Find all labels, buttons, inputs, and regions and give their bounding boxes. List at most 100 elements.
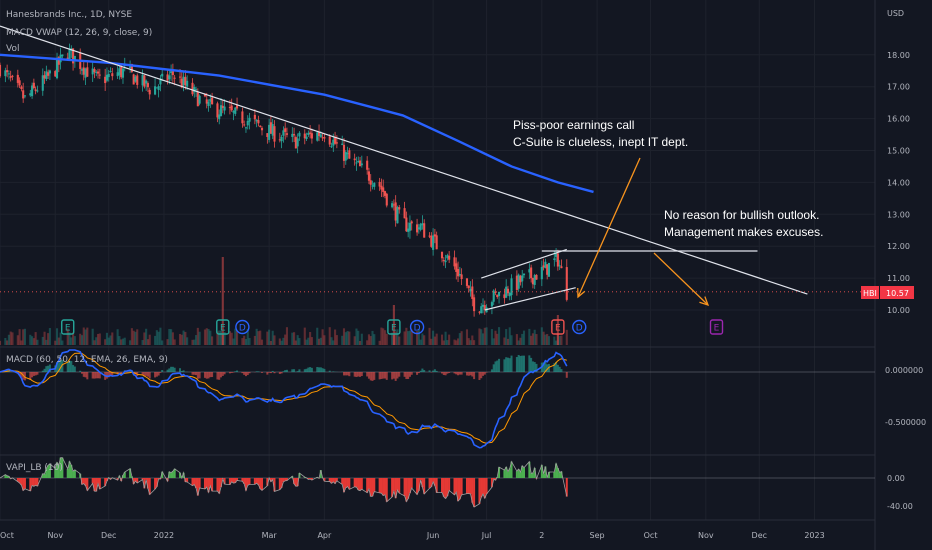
candle-body: [18, 80, 21, 86]
vapi-bar: [328, 478, 331, 482]
candle-body: [145, 80, 148, 84]
candle-body: [341, 143, 344, 145]
candle-body: [207, 102, 210, 106]
candle-body: [168, 75, 171, 80]
candle-body: [132, 74, 135, 85]
volume-bar: [70, 337, 73, 345]
vapi-bar: [216, 478, 219, 492]
macd-histogram-bar: [93, 372, 96, 379]
volume-bar: [48, 328, 51, 345]
candle-body: [417, 227, 420, 230]
vapi-bar: [483, 478, 486, 499]
macd-vwap-legend[interactable]: MACD VWAP (12, 26, 9, close, 9): [6, 28, 152, 38]
vapi-bar: [392, 478, 395, 492]
macd-histogram-bar: [318, 367, 321, 372]
candle-body: [394, 202, 397, 221]
vapi-bar: [196, 478, 199, 496]
volume-bar: [80, 335, 84, 345]
time-axis[interactable]: Oct Nov Dec 2022 Mar Apr Jun Jul 2 Sep Oct Nov Dec 20…: [0, 531, 825, 540]
macd-histogram-bar: [203, 372, 206, 378]
vapi-bar: [394, 478, 397, 499]
vapi-bar: [148, 478, 151, 495]
vapi-bar: [398, 478, 401, 494]
macd-histogram-bar: [257, 371, 260, 372]
candle-body: [490, 302, 493, 307]
price-axis[interactable]: 18.00 17.00 16.00 15.00 14.00 13.00 12.00 11.00…: [885, 51, 926, 511]
vapi-bar: [45, 468, 48, 478]
vapi-bar: [91, 478, 94, 484]
last-price-text: 10.57: [886, 289, 909, 298]
macd-histogram-bar: [244, 372, 247, 377]
candle-body: [209, 99, 212, 102]
volume-legend[interactable]: Vol: [6, 44, 19, 54]
vapi-bar: [59, 457, 62, 478]
candle-body: [16, 74, 19, 83]
macd-tick-label: 0.000000: [885, 366, 923, 375]
macd-histogram-bar: [161, 369, 164, 372]
volume-bar: [471, 335, 474, 345]
macd-histogram-bar: [542, 362, 545, 372]
vapi-bar: [68, 461, 71, 478]
vapi-bar: [4, 474, 7, 478]
volume-bar: [232, 338, 235, 345]
macd-histogram-bar: [410, 372, 413, 375]
macd-histogram-bar: [485, 372, 488, 373]
time-tick-label: Sep: [590, 531, 605, 540]
volume-bar: [303, 327, 306, 345]
vapi-bar: [558, 472, 561, 478]
candle-body: [161, 73, 164, 77]
candle-body: [170, 71, 173, 73]
volume-bar: [207, 329, 210, 345]
vapi-bar: [120, 478, 123, 481]
candle-body: [269, 122, 272, 134]
macd-histogram-bar: [309, 367, 312, 372]
price-tick-label: 13.00: [887, 210, 910, 219]
candle-body: [120, 66, 123, 78]
vapi-bar: [294, 478, 297, 487]
macd-legend[interactable]: MACD (60, 50, 12, EMA, 26, EMA, 9): [6, 355, 168, 365]
annotation-arrow-earnings: [577, 157, 641, 298]
macd-histogram-bar: [246, 372, 249, 376]
vapi-bar: [423, 478, 426, 494]
candle-body: [442, 260, 445, 262]
candle-body: [469, 288, 472, 292]
candle-body: [203, 94, 207, 97]
candle-body: [310, 133, 313, 139]
event-marker-letter: D: [414, 324, 421, 334]
macd-histogram-bar: [523, 355, 526, 372]
volume-bar: [186, 337, 189, 345]
candle-body: [321, 137, 324, 139]
volume-bar: [408, 330, 411, 345]
volume-bar: [191, 339, 194, 345]
volume-spike-bar: [392, 305, 395, 345]
volume-bar: [34, 332, 37, 345]
macd-histogram-bar: [243, 372, 246, 375]
price-tick-label: 12.00: [887, 242, 910, 251]
candle-body: [95, 71, 98, 73]
vapi-bar: [323, 478, 326, 482]
vapi-bar: [273, 478, 276, 492]
candle-body: [118, 68, 121, 76]
vapi-bar: [544, 466, 547, 478]
candle-body: [80, 69, 84, 71]
volume-bar: [473, 340, 476, 345]
vapi-legend[interactable]: VAPI_LB (10): [6, 463, 63, 473]
macd-histogram-bar: [268, 372, 271, 373]
candle-body: [508, 292, 511, 297]
vapi-bar: [396, 478, 399, 491]
candle-body: [278, 139, 281, 141]
macd-histogram-bar: [448, 372, 451, 373]
volume-bar: [148, 334, 151, 345]
macd-histogram-bar: [34, 372, 37, 376]
macd-histogram-bar: [20, 372, 23, 377]
macd-histogram-bar: [18, 372, 21, 376]
symbol-title[interactable]: Hanesbrands Inc., 1D, NYSE: [6, 10, 132, 20]
candle-body: [367, 171, 370, 181]
candle-body: [84, 68, 87, 78]
macd-histogram-bar: [332, 371, 335, 372]
event-marker-letter: D: [576, 324, 583, 334]
volume-bar: [284, 334, 287, 345]
vapi-bar: [230, 478, 233, 482]
